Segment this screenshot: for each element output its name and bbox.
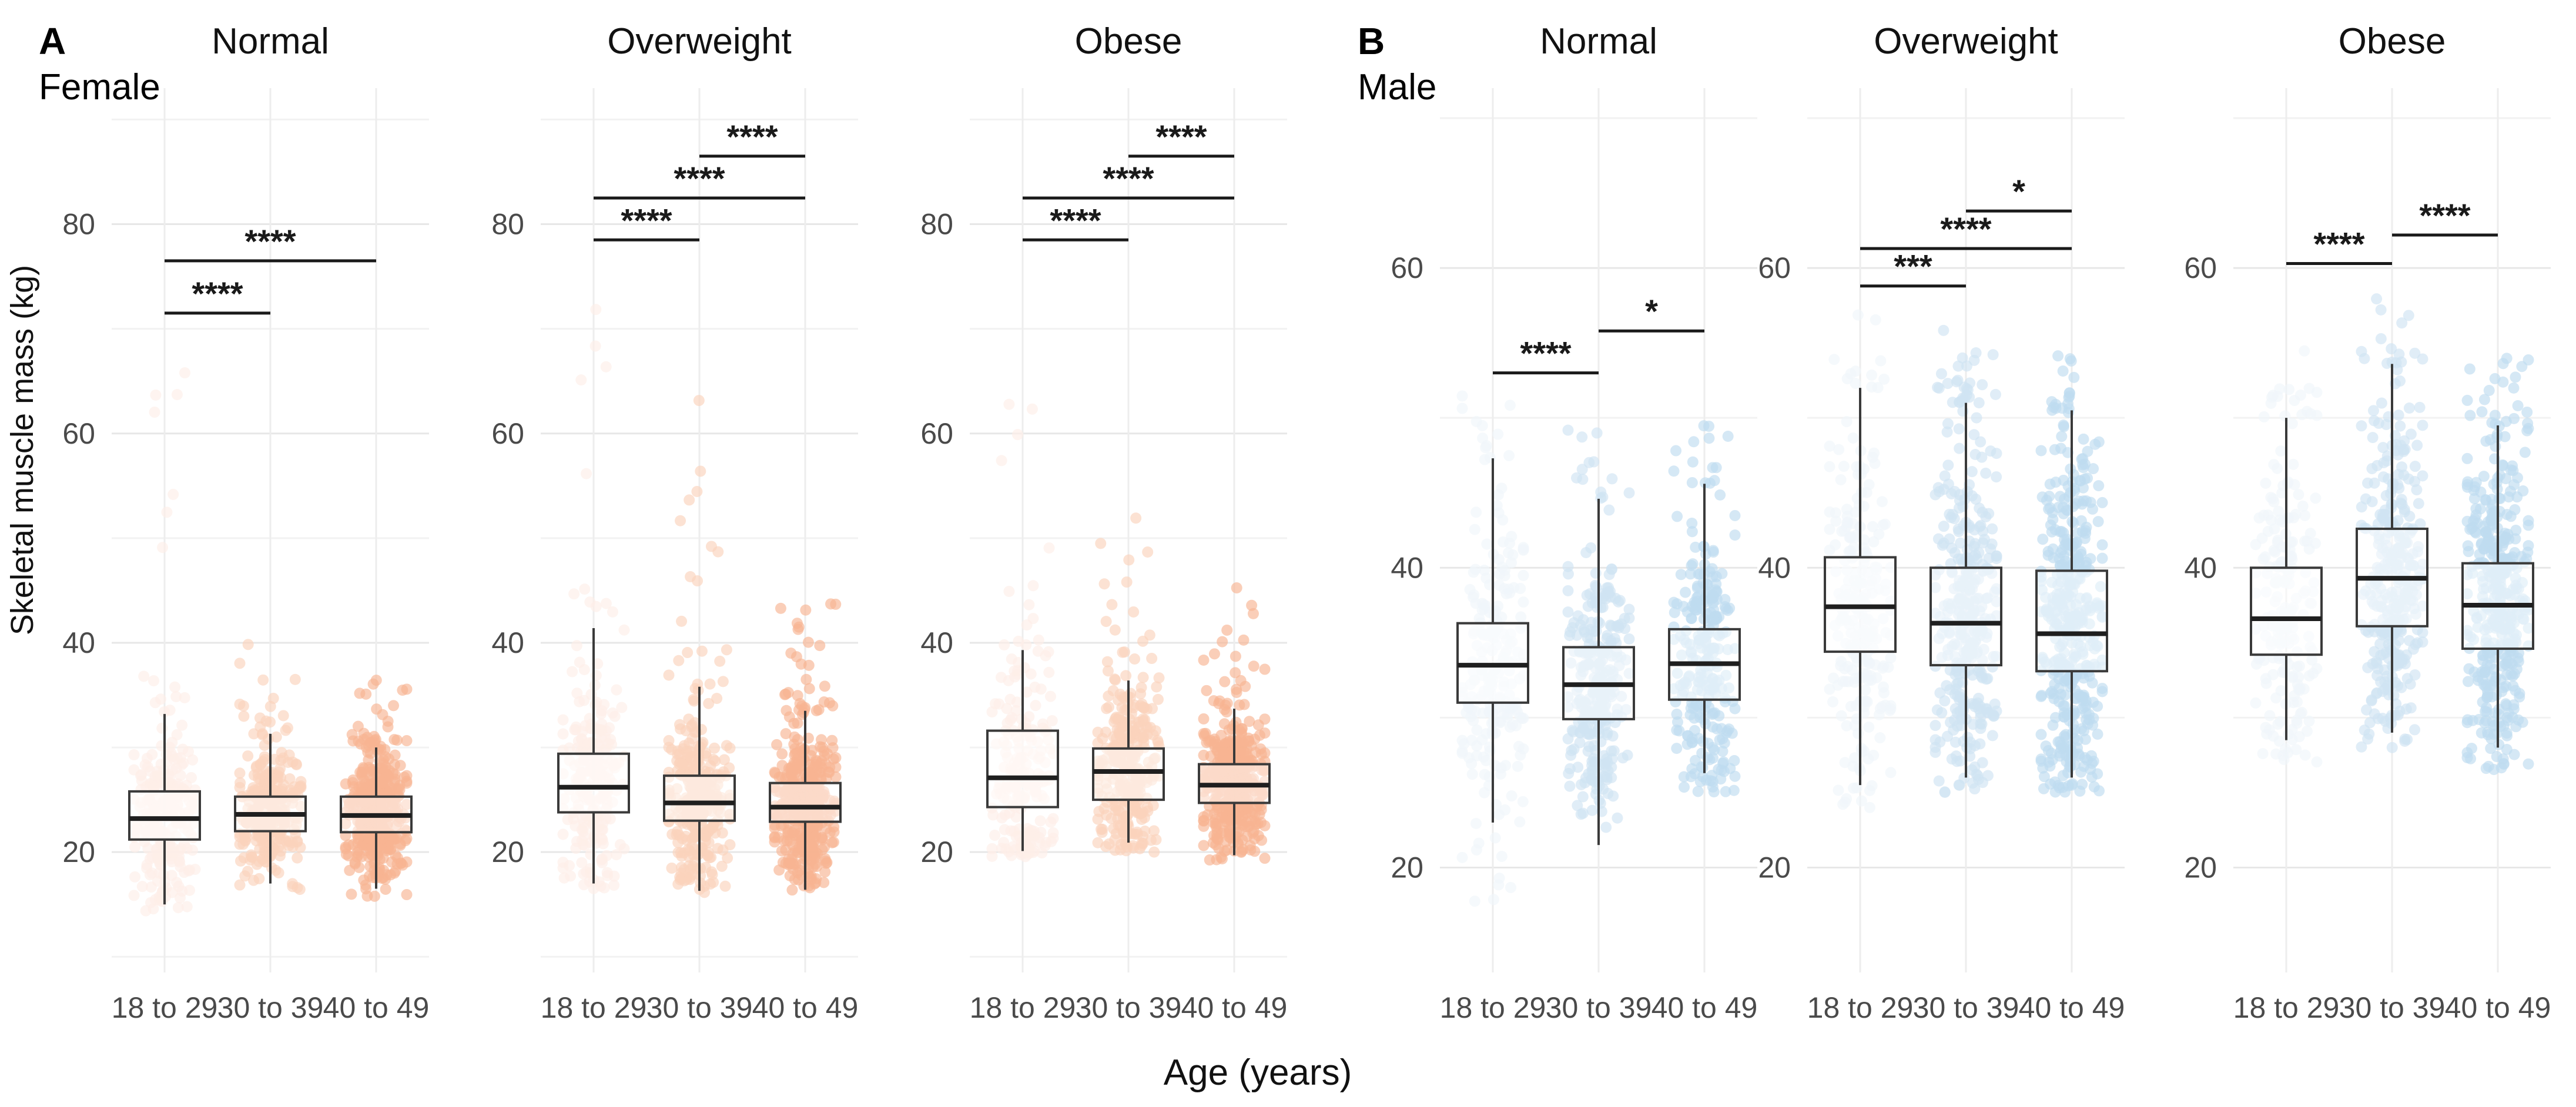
svg-text:30 to 39: 30 to 39 [1546,991,1652,1024]
svg-text:40 to 49: 40 to 49 [752,991,859,1024]
svg-text:20: 20 [2184,851,2217,884]
svg-text:60: 60 [491,417,524,450]
boxplots [128,714,413,905]
svg-text:80: 80 [491,208,524,241]
svg-text:60: 60 [1391,251,1423,284]
svg-text:20: 20 [920,836,953,868]
svg-text:20: 20 [1391,851,1423,884]
x-tick-labels: 18 to 29 30 to 39 40 to 49 [541,991,859,1024]
y-tick-labels: 20 40 60 80 [920,208,953,869]
svg-text:60: 60 [62,417,95,450]
boxplots [557,628,842,891]
svg-text:****: **** [1050,202,1101,239]
svg-text:40: 40 [2184,551,2217,584]
svg-text:****: **** [192,275,243,312]
svg-text:40 to 49: 40 to 49 [1652,991,1758,1024]
x-tick-labels: 18 to 29 30 to 39 40 to 49 [112,991,430,1024]
svg-text:18 to 29: 18 to 29 [970,991,1076,1024]
facet-male-obese: 20 40 60 ******** 18 to 29 30 to 39 40 to 49 [2184,88,2551,1024]
facet-title-male-overweight: Overweight [1874,21,2058,62]
svg-text:40 to 49: 40 to 49 [2019,991,2125,1024]
svg-text:40 to 49: 40 to 49 [1181,991,1288,1024]
svg-text:18 to 29: 18 to 29 [541,991,647,1024]
boxplots [2250,364,2534,748]
svg-text:18 to 29: 18 to 29 [112,991,218,1024]
x-tick-labels: 18 to 29 30 to 39 40 to 49 [2233,991,2551,1024]
svg-text:****: **** [1103,160,1154,197]
svg-text:18 to 29: 18 to 29 [1440,991,1546,1024]
significance-bars: ******** [2286,197,2498,265]
boxplots [986,650,1271,856]
significance-bars: ******** [1860,173,2072,288]
svg-text:40: 40 [1758,551,1791,584]
svg-text:****: **** [726,118,778,155]
svg-text:40: 40 [1391,551,1423,584]
significance-bars: ************ [1023,118,1234,241]
svg-text:****: **** [1155,118,1207,155]
significance-bars: ************ [594,118,805,241]
svg-text:30 to 39: 30 to 39 [1076,991,1182,1024]
svg-text:40: 40 [491,626,524,659]
svg-text:30 to 39: 30 to 39 [217,991,324,1024]
panel-sublabel-male: Male [1358,67,1437,108]
svg-text:****: **** [1940,210,1991,247]
svg-text:40: 40 [920,626,953,659]
significance-bars: ******** [165,223,376,315]
y-tick-labels: 20 40 60 80 [62,208,95,869]
svg-text:60: 60 [920,417,953,450]
svg-text:80: 80 [62,208,95,241]
svg-text:*: * [2012,173,2025,210]
significance-bars: ***** [1493,293,1704,375]
svg-text:20: 20 [62,836,95,868]
panel-label-b: B [1358,20,1385,62]
facet-title-male-normal: Normal [1540,21,1657,62]
x-axis-label: Age (years) [1163,1052,1352,1093]
facet-title-female-normal: Normal [212,21,329,62]
facet-title-male-obese: Obese [2338,21,2446,62]
facet-title-female-obese: Obese [1074,21,1183,62]
boxplots [1456,458,1741,846]
svg-text:****: **** [244,223,296,260]
boxplots [1824,388,2108,786]
x-tick-labels: 18 to 29 30 to 39 40 to 49 [970,991,1288,1024]
svg-text:20: 20 [491,836,524,868]
facet-female-normal: 20 40 60 80 ******** 18 to 29 30 to 39 40 to 49 [62,88,429,1024]
svg-text:****: **** [621,202,672,239]
svg-text:80: 80 [920,208,953,241]
svg-text:***: *** [1894,248,1932,285]
y-axis-label: Skeletal muscle mass (kg) [5,264,40,636]
facet-title-female-overweight: Overweight [607,21,792,62]
svg-text:60: 60 [1758,251,1791,284]
svg-text:*: * [1645,293,1658,330]
svg-text:18 to 29: 18 to 29 [1807,991,1914,1024]
y-tick-labels: 20 40 60 80 [491,208,524,869]
panel-label-a: A [39,20,66,62]
svg-text:40 to 49: 40 to 49 [323,991,430,1024]
panel-sublabel-female: Female [39,67,160,108]
svg-text:****: **** [674,160,725,197]
y-tick-labels: 20 40 60 [1391,251,1423,884]
y-tick-labels: 20 40 60 [2184,251,2217,884]
svg-text:20: 20 [1758,851,1791,884]
y-tick-labels: 20 40 60 [1758,251,1791,884]
x-tick-labels: 18 to 29 30 to 39 40 to 49 [1807,991,2125,1024]
svg-text:60: 60 [2184,251,2217,284]
svg-text:****: **** [1520,335,1571,372]
svg-text:30 to 39: 30 to 39 [1913,991,2019,1024]
svg-text:40: 40 [62,626,95,659]
svg-text:30 to 39: 30 to 39 [646,991,753,1024]
x-tick-labels: 18 to 29 30 to 39 40 to 49 [1440,991,1758,1024]
